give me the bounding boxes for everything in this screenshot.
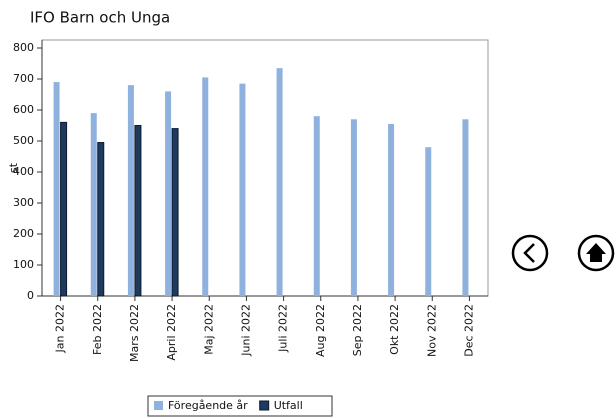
bar xyxy=(60,121,68,297)
bar xyxy=(462,119,469,296)
bar xyxy=(97,142,105,297)
back-button[interactable] xyxy=(511,234,549,272)
legend-swatch xyxy=(154,401,163,410)
bar xyxy=(276,68,283,297)
x-tick-label: Jan 2022 xyxy=(54,304,67,353)
legend-label: Föregående år xyxy=(168,399,248,412)
y-tick-label: 200 xyxy=(13,227,34,240)
y-axis-label: st xyxy=(7,162,20,173)
legend-box xyxy=(147,395,333,417)
x-tick-label: Maj 2022 xyxy=(202,304,215,355)
y-tick-label: 700 xyxy=(13,72,34,85)
back-circle xyxy=(511,234,549,272)
x-tick-label: Aug 2022 xyxy=(314,304,327,357)
bar xyxy=(425,147,432,296)
x-tick-label: April 2022 xyxy=(165,304,178,361)
x-tick-label: Okt 2022 xyxy=(388,304,401,355)
y-tick-label: 300 xyxy=(13,196,34,209)
plot-frame xyxy=(41,39,489,297)
y-tick-label: 800 xyxy=(13,41,34,54)
bar xyxy=(388,123,395,296)
bar xyxy=(350,119,357,296)
x-tick-label: Feb 2022 xyxy=(91,304,104,355)
y-tick-label: 100 xyxy=(13,258,34,271)
bar xyxy=(165,91,172,297)
bar xyxy=(202,77,209,296)
y-tick-label: 400 xyxy=(13,165,34,178)
bar xyxy=(171,128,179,297)
home-icon xyxy=(586,243,606,262)
x-tick-label: Juli 2022 xyxy=(277,304,290,353)
home-button[interactable] xyxy=(577,234,615,272)
y-tick-label: 0 xyxy=(27,289,34,302)
bar xyxy=(127,85,134,296)
bar xyxy=(239,83,246,297)
x-tick-label: Sep 2022 xyxy=(351,304,364,356)
chart-title: IFO Barn och Unga xyxy=(30,9,170,27)
legend-swatch xyxy=(259,400,270,411)
y-tick-label: 600 xyxy=(13,103,34,116)
back-arrow xyxy=(523,243,535,263)
y-tick-label: 500 xyxy=(13,134,34,147)
x-tick-label: Dec 2022 xyxy=(462,304,475,357)
bar xyxy=(90,113,97,296)
bar xyxy=(53,82,60,296)
bar xyxy=(313,116,320,296)
x-tick-label: Mars 2022 xyxy=(128,304,141,362)
x-tick-label: Juni 2022 xyxy=(239,304,252,357)
legend-label: Utfall xyxy=(274,399,303,412)
bar xyxy=(134,125,142,297)
x-tick-label: Nov 2022 xyxy=(425,304,438,357)
